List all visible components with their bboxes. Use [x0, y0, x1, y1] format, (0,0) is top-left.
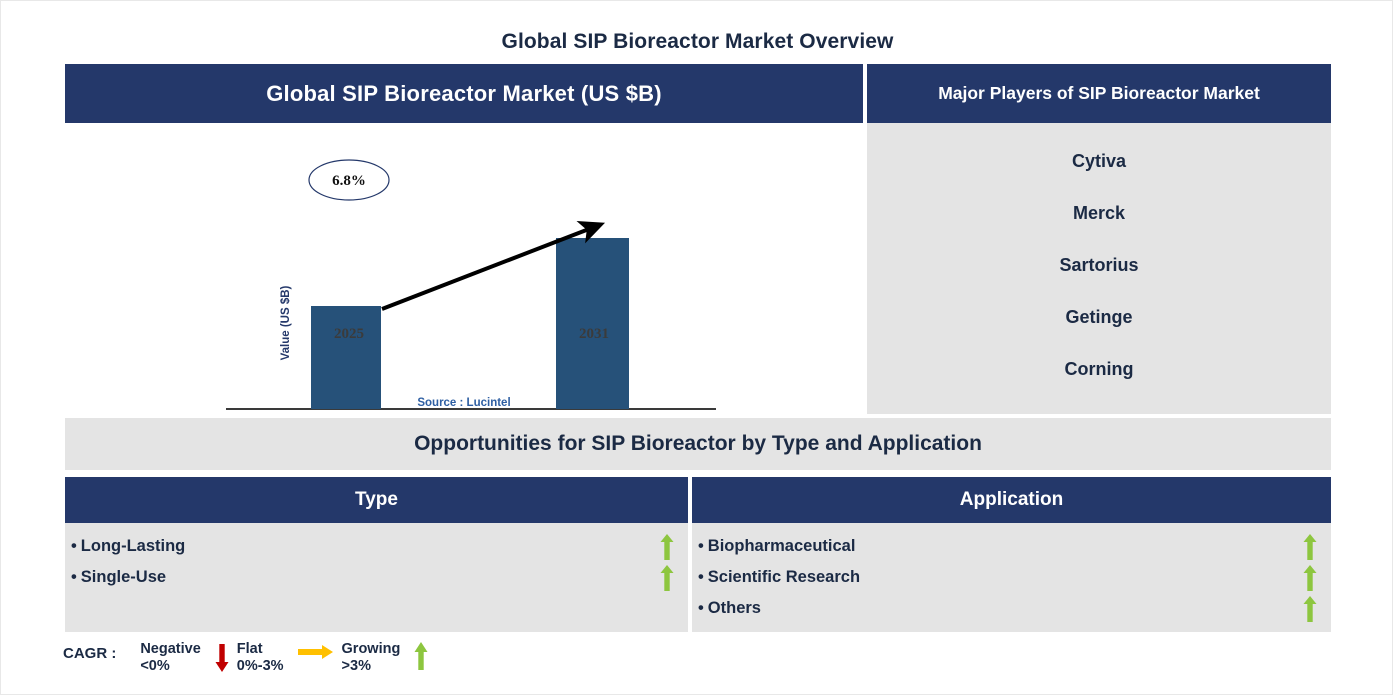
- list-item: • Long-Lasting: [65, 531, 688, 562]
- up-arrow-icon: [660, 564, 674, 591]
- major-players-panel-header: Major Players of SIP Bioreactor Market: [867, 64, 1331, 123]
- type-panel-body: • Long-Lasting • Single-Use: [65, 523, 688, 632]
- up-arrow-icon: [1303, 595, 1317, 622]
- application-item-text-1: Scientific Research: [707, 568, 861, 586]
- type-item-text-1: Single-Use: [80, 568, 167, 586]
- type-panel-header: Type: [65, 477, 688, 523]
- list-item: Corning: [1064, 359, 1134, 380]
- cagr-legend: CAGR : Negative <0% Flat 0%-3% Growing >…: [63, 641, 483, 689]
- application-panel-body: • Biopharmaceutical • Scientific Research …: [692, 523, 1331, 632]
- list-item: • Single-Use: [65, 562, 688, 593]
- opportunities-type-panel: Type • Long-Lasting • Single-Use: [65, 477, 688, 632]
- cagr-legend-range-negative: <0%: [140, 658, 170, 674]
- application-item-text-2: Others: [707, 599, 761, 617]
- cagr-legend-name-flat: Flat: [236, 641, 263, 657]
- list-item: • Scientific Research: [692, 562, 1331, 593]
- bar-chart: Value (US $B) 6.8% 2025: [65, 123, 863, 414]
- y-axis-label: Value (US $B): [280, 285, 292, 360]
- type-item-label-0: • Long-Lasting: [71, 537, 185, 556]
- application-item-text-0: Biopharmaceutical: [707, 537, 856, 555]
- bullet-icon: •: [698, 599, 704, 617]
- bullet-icon: •: [71, 537, 77, 555]
- application-item-label-2: • Others: [698, 599, 761, 618]
- major-players-list: Cytiva Merck Sartorius Getinge Corning: [867, 123, 1331, 414]
- list-item: Cytiva: [1071, 150, 1127, 171]
- cagr-legend-range-flat: 0%-3%: [236, 658, 284, 674]
- x-tick-2031: 2031: [579, 326, 609, 342]
- type-item-text-0: Long-Lasting: [80, 537, 186, 555]
- list-item: Getinge: [1065, 307, 1133, 328]
- bar-2031: [556, 238, 629, 409]
- market-chart-panel-header: Global SIP Bioreactor Market (US $B): [65, 64, 863, 123]
- bullet-icon: •: [698, 568, 704, 586]
- application-panel-header: Application: [692, 477, 1331, 523]
- up-arrow-icon: [660, 533, 674, 560]
- bar-2025: [311, 306, 381, 409]
- cagr-legend-range-growing: >3%: [341, 658, 371, 674]
- up-arrow-icon: [1303, 533, 1317, 560]
- market-chart-panel: Global SIP Bioreactor Market (US $B) Val…: [65, 64, 863, 414]
- opportunities-banner: Opportunities for SIP Bioreactor by Type…: [65, 418, 1331, 470]
- list-item: Merck: [1072, 202, 1126, 223]
- cagr-legend-entry-flat: Flat 0%-3%: [237, 641, 284, 675]
- source-label: Source : Lucintel: [417, 397, 511, 409]
- opportunities-application-panel: Application • Biopharmaceutical • Scientif…: [692, 477, 1331, 632]
- up-arrow-icon: [1303, 564, 1317, 591]
- x-tick-2025: 2025: [334, 326, 364, 342]
- down-arrow-icon: [215, 641, 229, 672]
- bullet-icon: •: [698, 537, 704, 555]
- cagr-legend-entry-growing: Growing >3%: [342, 641, 401, 675]
- cagr-legend-title: CAGR :: [63, 645, 117, 662]
- cagr-callout-ellipse: [308, 159, 390, 201]
- up-arrow-icon: [414, 641, 428, 672]
- cagr-legend-name-negative: Negative: [140, 641, 201, 657]
- application-item-label-0: • Biopharmaceutical: [698, 537, 855, 556]
- right-arrow-icon: [297, 641, 334, 660]
- major-players-panel: Major Players of SIP Bioreactor Market C…: [867, 64, 1331, 414]
- bar-chart-svg: Value (US $B) 6.8% 2025: [226, 159, 716, 410]
- cagr-callout-value: 6.8%: [332, 173, 366, 189]
- bullet-icon: •: [71, 568, 77, 586]
- list-item: Sartorius: [1059, 254, 1139, 275]
- growth-arrow: [381, 220, 606, 311]
- list-item: • Others: [692, 593, 1331, 624]
- list-item: • Biopharmaceutical: [692, 531, 1331, 562]
- application-item-label-1: • Scientific Research: [698, 568, 860, 587]
- cagr-legend-name-growing: Growing: [341, 641, 401, 657]
- cagr-legend-entry-negative: Negative <0%: [140, 641, 200, 675]
- type-item-label-1: • Single-Use: [71, 568, 166, 587]
- page-title: Global SIP Bioreactor Market Overview: [501, 30, 894, 53]
